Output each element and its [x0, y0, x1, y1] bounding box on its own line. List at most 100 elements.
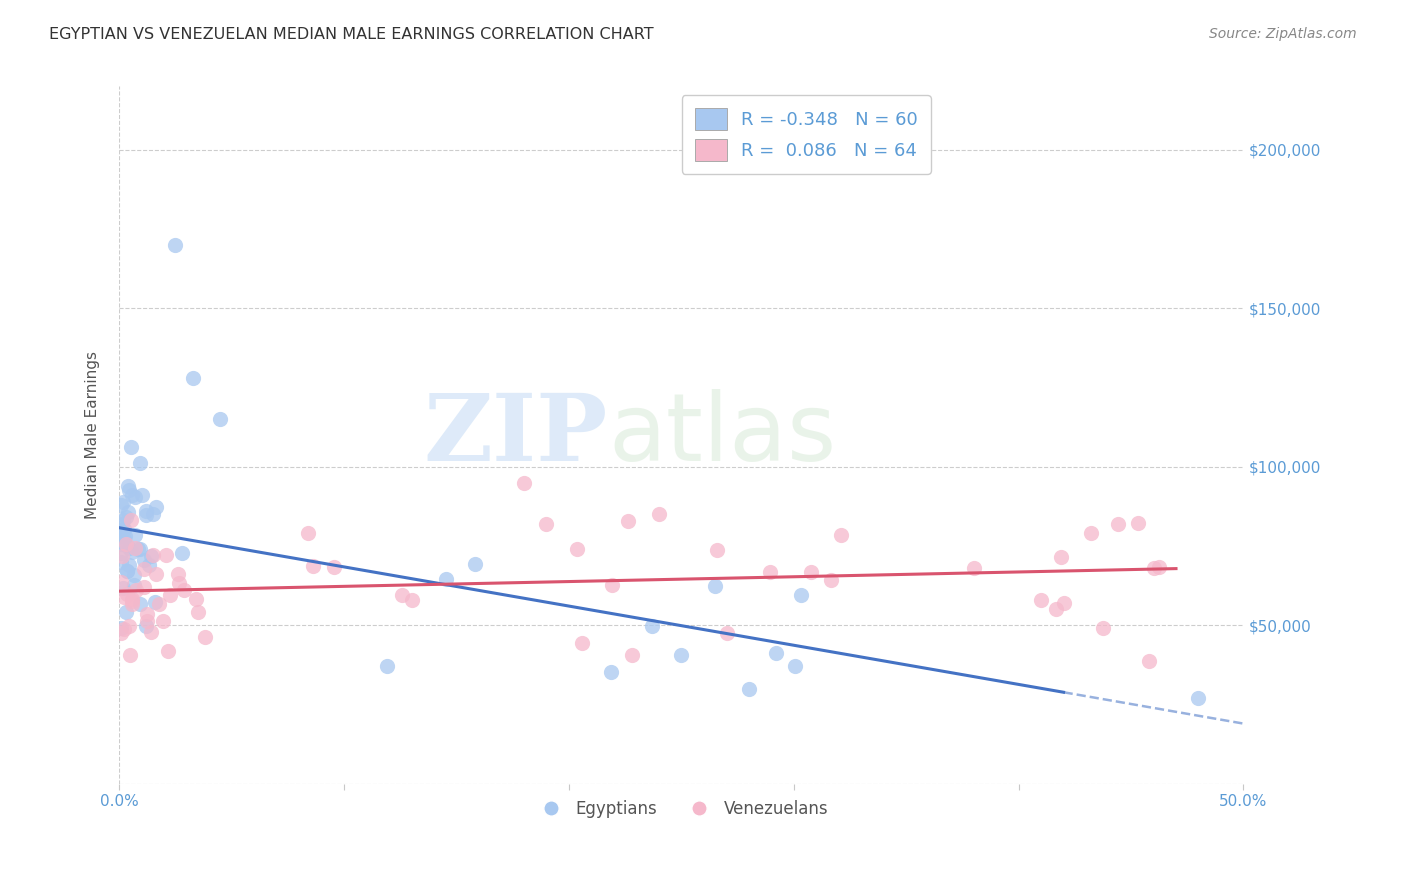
Point [758, 565, 780, 579]
Point [121, 545, 143, 559]
Point [118, 558, 141, 572]
Point [1126, 516, 1149, 531]
Point [112, 533, 135, 547]
Point [173, 582, 195, 597]
Point [145, 595, 167, 609]
Point [118, 483, 141, 497]
Point [115, 564, 138, 578]
Point [172, 546, 194, 560]
Point [620, 648, 643, 663]
Point [401, 593, 423, 607]
Point [134, 553, 156, 567]
Point [157, 643, 180, 657]
Point [134, 562, 156, 576]
Point [110, 523, 132, 537]
Point [120, 440, 142, 454]
Point [830, 527, 852, 541]
Point [135, 614, 157, 628]
Point [434, 572, 457, 586]
Point [124, 541, 146, 555]
Point [1029, 593, 1052, 607]
Point [135, 607, 157, 622]
Point [155, 548, 177, 562]
Point [145, 567, 167, 582]
Point [703, 579, 725, 593]
Point [114, 509, 136, 524]
Text: Source: ZipAtlas.com: Source: ZipAtlas.com [1209, 27, 1357, 41]
Point [111, 549, 134, 564]
Point [110, 574, 132, 589]
Text: EGYPTIAN VS VENEZUELAN MEDIAN MALE EARNINGS CORRELATION CHART: EGYPTIAN VS VENEZUELAN MEDIAN MALE EARNI… [49, 27, 654, 42]
Point [148, 597, 170, 611]
Point [117, 541, 139, 556]
Point [128, 456, 150, 470]
Point [118, 648, 141, 663]
Point [111, 512, 134, 526]
Point [167, 575, 190, 590]
Point [600, 578, 623, 592]
Point [134, 580, 156, 594]
Legend: Egyptians, Venezuelans: Egyptians, Venezuelans [527, 793, 835, 824]
Point [640, 618, 662, 632]
Point [142, 507, 165, 521]
Point [110, 529, 132, 543]
Point [1052, 596, 1074, 610]
Point [117, 587, 139, 601]
Point [112, 522, 135, 536]
Point [112, 495, 135, 509]
Point [129, 541, 152, 556]
Point [186, 591, 208, 606]
Point [706, 543, 728, 558]
Point [110, 621, 132, 635]
Point [800, 565, 823, 579]
Point [145, 500, 167, 514]
Point [322, 560, 344, 574]
Point [738, 681, 761, 696]
Point [1045, 602, 1067, 616]
Point [122, 578, 145, 592]
Point [112, 591, 135, 605]
Point [599, 665, 621, 679]
Point [110, 516, 132, 531]
Point [765, 647, 787, 661]
Point [1107, 516, 1129, 531]
Point [114, 605, 136, 619]
Point [114, 537, 136, 551]
Point [152, 614, 174, 628]
Point [1149, 560, 1171, 574]
Text: atlas: atlas [609, 389, 837, 481]
Point [464, 557, 486, 571]
Point [110, 555, 132, 569]
Point [617, 514, 640, 528]
Point [181, 371, 204, 385]
Point [125, 582, 148, 597]
Point [121, 597, 143, 611]
Point [571, 635, 593, 649]
Point [536, 516, 558, 531]
Point [141, 549, 163, 563]
Point [114, 529, 136, 543]
Point [117, 479, 139, 493]
Point [716, 626, 738, 640]
Point [1050, 549, 1073, 564]
Point [648, 508, 671, 522]
Point [671, 648, 693, 662]
Point [135, 508, 157, 522]
Point [1080, 526, 1102, 541]
Point [565, 542, 588, 557]
Point [124, 491, 146, 505]
Point [194, 630, 217, 644]
Point [139, 624, 162, 639]
Point [820, 574, 842, 588]
Point [124, 528, 146, 542]
Point [297, 525, 319, 540]
Point [783, 659, 806, 673]
Point [142, 548, 165, 562]
Point [167, 566, 190, 581]
Point [138, 558, 160, 572]
Point [135, 504, 157, 518]
Point [121, 488, 143, 502]
Point [1137, 654, 1160, 668]
Point [1187, 691, 1209, 706]
Point [112, 581, 135, 595]
